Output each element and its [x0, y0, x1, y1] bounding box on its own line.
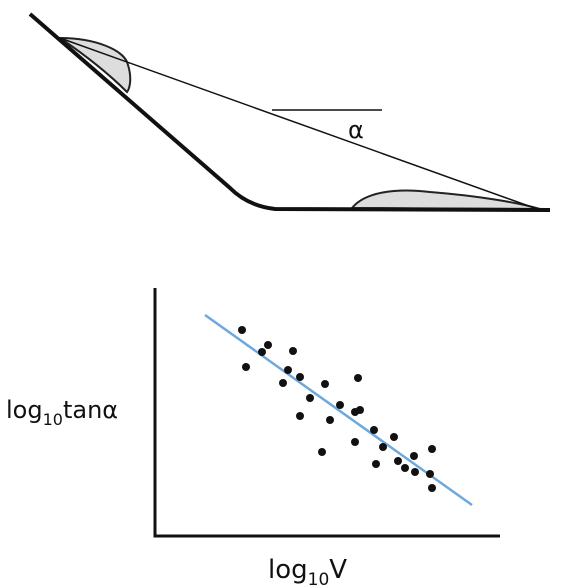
point: [318, 448, 326, 456]
y-label-base: log: [6, 396, 43, 424]
point: [372, 460, 380, 468]
point: [264, 341, 272, 349]
point: [379, 443, 387, 451]
point: [321, 380, 329, 388]
point: [351, 408, 359, 416]
axes: [153, 288, 500, 538]
point: [351, 438, 359, 446]
point: [258, 348, 266, 356]
point: [394, 457, 402, 465]
x-label-sub: 10: [308, 570, 330, 588]
point: [306, 394, 314, 402]
point: [238, 326, 246, 334]
y-axis-label: log10tanα: [6, 396, 118, 429]
travel-line: [59, 37, 541, 211]
point: [428, 445, 436, 453]
point: [370, 426, 378, 434]
points: [238, 326, 436, 492]
point: [284, 366, 292, 374]
point: [411, 468, 419, 476]
slope-profile: [28, 12, 551, 212]
scatter-sketch: log10tanα log10V: [6, 288, 500, 588]
y-label-sub: 10: [43, 410, 63, 429]
point: [410, 452, 418, 460]
angle-label: α: [348, 116, 364, 144]
point: [390, 433, 398, 441]
x-label-rest: V: [329, 555, 347, 585]
slope-diagram: α: [28, 12, 551, 212]
point: [296, 373, 304, 381]
point: [289, 347, 297, 355]
point: [354, 374, 362, 382]
upper-deposit: [56, 36, 132, 94]
point: [428, 484, 436, 492]
point: [279, 379, 287, 387]
x-axis-label: log10V: [268, 555, 347, 588]
x-label-base: log: [268, 555, 308, 585]
point: [296, 412, 304, 420]
point: [426, 470, 434, 478]
y-label-rest: tanα: [63, 396, 118, 424]
point: [401, 464, 409, 472]
point: [242, 363, 250, 371]
point: [336, 401, 344, 409]
point: [326, 416, 334, 424]
